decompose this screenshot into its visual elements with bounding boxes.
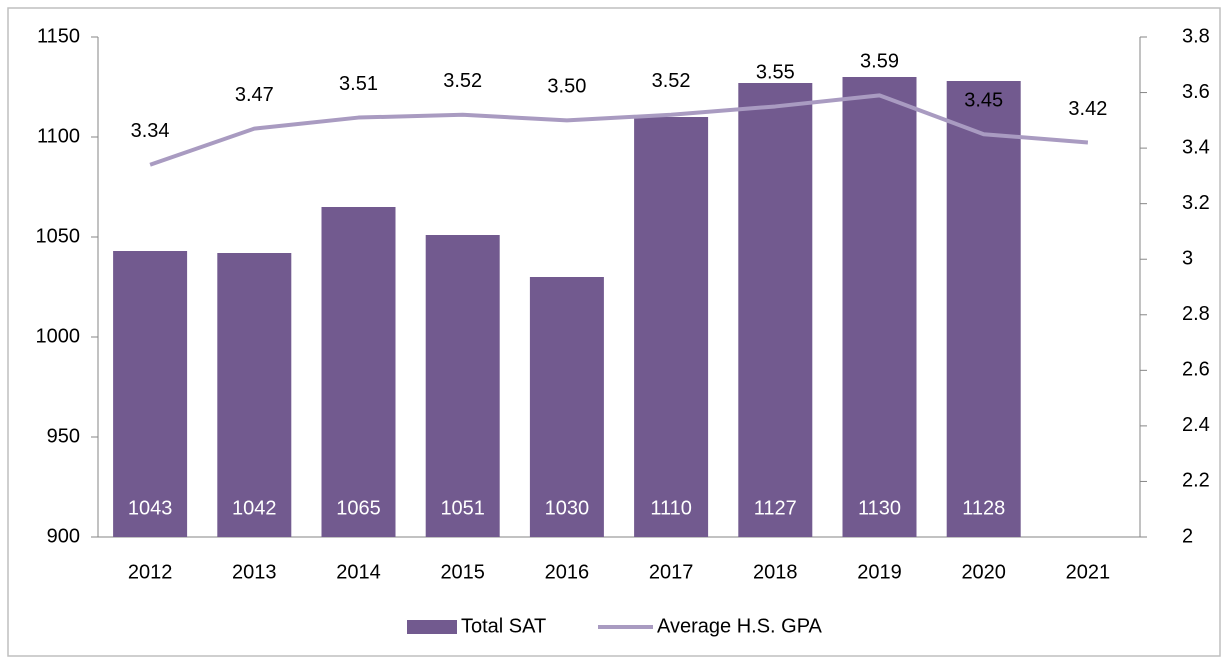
y-tick-label: 1150 — [37, 25, 80, 47]
y2-tick-label: 2.4 — [1182, 414, 1210, 436]
bar — [634, 117, 709, 537]
line-value-label: 3.52 — [443, 70, 482, 92]
x-tick-label: 2014 — [336, 561, 381, 583]
line-value-label: 3.55 — [756, 62, 795, 84]
bar-value-label: 1042 — [232, 497, 277, 519]
line-value-label: 3.52 — [652, 70, 691, 92]
legend-swatch — [407, 620, 457, 634]
x-tick-label: 2016 — [545, 561, 590, 583]
line-value-label: 3.45 — [964, 90, 1003, 112]
line-value-label: 3.34 — [131, 120, 170, 142]
y2-tick-label: 2 — [1182, 525, 1193, 547]
y-tick-label: 1000 — [36, 325, 81, 347]
line-value-label: 3.51 — [339, 73, 378, 95]
bar — [529, 277, 604, 537]
bar — [842, 77, 917, 537]
line — [149, 93, 1089, 167]
x-tick-label: 2020 — [961, 561, 1006, 583]
x-tick-label: 2012 — [128, 561, 173, 583]
x-tick-label: 2019 — [857, 561, 902, 583]
bar-value-label: 1128 — [962, 497, 1005, 519]
y2-tick-label: 3 — [1182, 248, 1193, 270]
bar — [946, 81, 1021, 537]
x-tick-label: 2017 — [649, 561, 694, 583]
y2-tick-label: 3.8 — [1182, 25, 1210, 47]
bar-value-label: 1051 — [440, 497, 485, 519]
y2-tick-label: 2.6 — [1182, 359, 1210, 381]
y2-tick-label: 3.6 — [1182, 81, 1210, 103]
y2-tick-label: 2.2 — [1182, 470, 1210, 492]
x-tick-label: 2015 — [440, 561, 485, 583]
bar-value-label: 1065 — [336, 497, 381, 519]
bar-value-label: 1127 — [754, 497, 797, 519]
line-value-label: 3.47 — [235, 84, 274, 106]
legend-label: Average H.S. GPA — [657, 615, 823, 637]
bar-value-label: 1110 — [650, 497, 692, 519]
bar-value-label: 1130 — [858, 497, 901, 519]
x-tick-label: 2021 — [1066, 561, 1111, 583]
y-tick-label: 1050 — [36, 225, 81, 247]
bar — [321, 207, 396, 537]
y-tick-label: 950 — [47, 425, 80, 447]
x-tick-label: 2013 — [232, 561, 277, 583]
line-value-label: 3.42 — [1068, 98, 1107, 120]
chart-border — [7, 7, 1221, 657]
x-tick-label: 2018 — [753, 561, 798, 583]
y2-tick-label: 2.8 — [1182, 303, 1210, 325]
bar — [217, 253, 292, 537]
y-tick-label: 900 — [47, 525, 80, 547]
bar — [113, 251, 188, 537]
legend-label: Total SAT — [461, 615, 546, 637]
bar — [738, 83, 813, 537]
bar-value-label: 1043 — [128, 497, 173, 519]
bar — [425, 235, 500, 537]
bar-value-label: 1030 — [545, 497, 590, 519]
line-value-label: 3.59 — [860, 51, 899, 73]
y2-tick-label: 3.2 — [1182, 192, 1210, 214]
line-value-label: 3.50 — [547, 76, 586, 98]
y-tick-label: 1100 — [37, 125, 80, 147]
y2-tick-label: 3.4 — [1182, 136, 1210, 158]
